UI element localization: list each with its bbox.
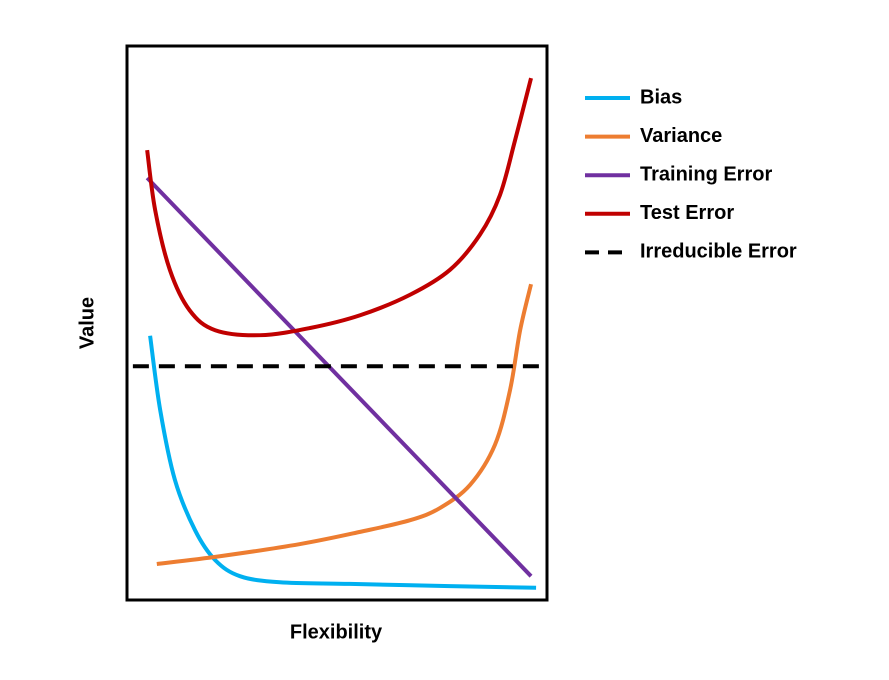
plot-frame [125, 44, 549, 602]
legend-label: Bias [640, 86, 682, 108]
series-line [156, 283, 533, 566]
series-line [148, 335, 537, 590]
y-axis-label: Value [76, 297, 98, 349]
x-axis-label: Flexibility [290, 621, 383, 643]
legend-label: Variance [640, 125, 722, 147]
series-line [145, 176, 533, 578]
legend-label: Test Error [640, 202, 734, 224]
series-line [145, 77, 533, 338]
legend-label: Training Error [640, 163, 772, 185]
legend-label: Irreducible Error [640, 241, 797, 263]
